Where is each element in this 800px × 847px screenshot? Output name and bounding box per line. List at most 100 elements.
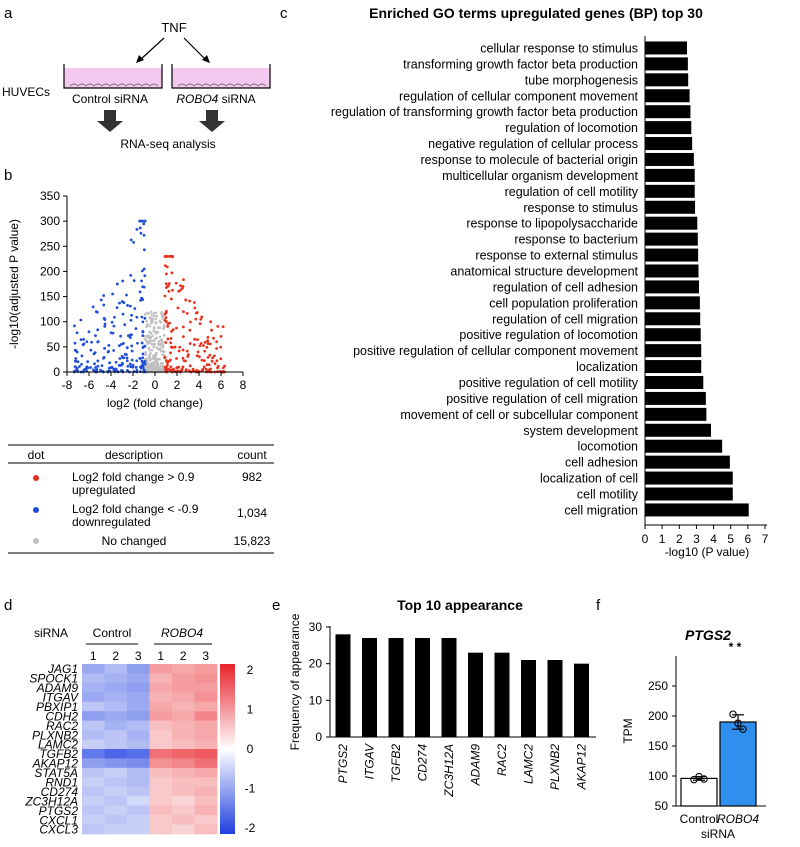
tpm-y-ticks: 250 200 150 100 50 [648,679,676,813]
heatmap-cell [127,767,150,778]
top10-gene-label: TGFB2 [389,744,403,783]
heatmap-cell [127,824,150,835]
heatmap-cell [194,739,218,750]
legend-down-line2: downregulated [72,515,151,529]
volcano-y-tick-label: 300 [40,214,60,228]
volcano-point-downregulated [141,352,145,356]
volcano-point-unchanged [149,310,153,314]
heatmap-cell [127,758,150,769]
top10-gene-label: PLXNB2 [548,744,562,790]
volcano-point-unchanged [148,353,151,357]
volcano-point-downregulated [125,356,129,360]
heatmap-cell [82,805,105,816]
heatmap-cell [82,692,105,703]
volcano-point-upregulated [206,355,210,359]
heatmap-cell [82,673,105,684]
volcano-point-upregulated [206,342,210,345]
volcano-point-upregulated [170,271,174,275]
heatmap-cell [149,815,173,825]
go-term-label: anatomical structure development [450,264,638,278]
volcano-point-unchanged [152,326,156,330]
volcano-point-upregulated [219,345,223,349]
volcano-point-unchanged [154,366,158,370]
volcano-point-downregulated [96,364,100,368]
volcano-point-downregulated [131,365,135,369]
volcano-point-downregulated [143,219,147,223]
heatmap-cell [172,682,195,693]
volcano-point-upregulated [184,368,188,372]
heatmap-cell [194,767,218,778]
volcano-point-unchanged [145,319,148,323]
down-arrow-right [199,110,225,132]
volcano-point-unchanged [150,339,154,343]
volcano-point-unchanged [147,334,150,337]
volcano-point-unchanged [152,314,156,318]
volcano-x-label: log2 (fold change) [107,396,203,410]
volcano-point-downregulated [117,364,121,367]
volcano-point-upregulated [170,369,173,372]
legend-dot-downregulated [33,507,39,513]
volcano-point-upregulated [195,354,199,357]
volcano-point-downregulated [141,334,145,338]
legend-down-line1: Log2 fold change < -0.9 [72,502,199,516]
volcano-point-downregulated [140,269,144,273]
volcano-point-upregulated [187,369,191,372]
go-term-label: cell adhesion [565,456,638,470]
go-bar [645,407,707,421]
volcano-point-upregulated [180,286,184,290]
heatmap-cell [194,730,218,740]
heatmap-column-label: 3 [202,649,209,663]
volcano-point-downregulated [103,322,107,326]
top10-gene-label: ZC3H12A [442,744,456,798]
go-term-label: positive regulation of cell motility [459,376,639,390]
top10-gene-label: AKAP12 [575,744,589,791]
heatmap-control-label: Control [93,626,132,640]
volcano-point-upregulated [177,349,181,353]
volcano-point-downregulated [103,325,107,328]
volcano-point-downregulated [99,298,103,302]
volcano-point-unchanged [158,358,161,361]
volcano-point-unchanged [149,332,153,335]
volcano-point-upregulated [164,365,168,369]
volcano-point-upregulated [169,337,173,340]
volcano-point-downregulated [82,338,86,341]
volcano-point-upregulated [192,301,196,304]
volcano-point-unchanged [161,346,164,349]
volcano-point-unchanged [157,366,160,370]
heatmap-cell [172,720,195,731]
volcano-point-downregulated [76,360,80,364]
heatmap-cell [172,758,195,769]
volcano-x-tick-label: -4 [106,378,117,392]
volcano-point-unchanged [157,343,161,347]
volcano-point-unchanged [152,356,156,360]
heatmap-cell [104,739,128,750]
volcano-point-downregulated [74,349,78,353]
volcano-point-upregulated [215,340,218,344]
volcano-point-upregulated [169,365,173,369]
top10-gene-label: ITGAV [363,743,377,779]
go-x-tick-label: 1 [659,532,666,546]
volcano-points [72,219,226,374]
volcano-point-upregulated [219,335,223,338]
volcano-point-upregulated [200,315,204,319]
volcano-point-downregulated [102,303,106,307]
volcano-point-upregulated [181,335,185,339]
volcano-point-upregulated [204,367,208,371]
go-bar [645,216,698,230]
volcano-point-downregulated [129,273,133,277]
heatmap-cell [104,682,128,693]
go-bar [645,184,695,198]
go-term-label: regulation of cellular component movemen… [399,89,639,103]
go-x-tick-label: 7 [762,532,769,546]
top10-gene-label: PTGS2 [336,744,350,784]
heatmap-cell [172,805,195,816]
volcano-point-downregulated [115,282,119,286]
volcano-point-upregulated [186,355,190,358]
volcano-point-upregulated [164,359,168,362]
heatmap-cell [149,824,173,835]
tpm-y-tick-label: 100 [648,769,668,783]
volcano-point-upregulated [170,330,173,333]
heatmap-gene-label: AKAP12 [32,757,79,771]
go-chart-title: Enriched GO terms upregulated genes (BP)… [369,5,703,21]
heatmap-cell [149,682,173,693]
